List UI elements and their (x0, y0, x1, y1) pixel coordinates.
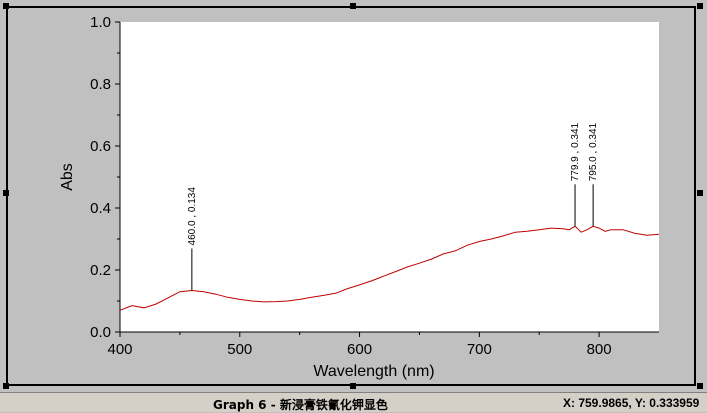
resize-handle-bottom-right[interactable] (697, 383, 703, 389)
y-tick-label: 0.4 (90, 200, 111, 217)
x-tick-label: 800 (587, 341, 612, 358)
y-tick-label: 0.0 (90, 324, 111, 341)
resize-handle-top[interactable] (350, 3, 356, 9)
resize-handle-top-right[interactable] (697, 3, 703, 9)
status-bar: Graph 6 - 新浸膏铁氰化钾显色 X: 759.9865, Y: 0.33… (0, 392, 707, 412)
resize-handle-bottom[interactable] (350, 383, 356, 389)
resize-handle-left[interactable] (3, 190, 9, 196)
peak-label: 795.0 , 0.341 (588, 122, 599, 181)
resize-handle-bottom-left[interactable] (3, 383, 9, 389)
y-tick-label: 0.8 (90, 76, 111, 93)
y-tick-label: 1.0 (90, 14, 111, 31)
cursor-coordinates: X: 759.9865, Y: 0.333959 (563, 396, 700, 410)
peak-markers: 460.0 , 0.134 779.9 , 0.341 795.0 , 0.341 (187, 122, 599, 291)
x-tick-label: 600 (347, 341, 372, 358)
graph-window: 400 500 600 700 800 0.0 0.2 0.4 0.6 0.8 1.0 460.0 … (0, 0, 707, 392)
x-tick-label: 500 (227, 341, 252, 358)
y-axis-label: Abs (59, 163, 76, 191)
plot-area (120, 22, 659, 332)
resize-handle-top-left[interactable] (3, 3, 9, 9)
x-tick-label: 700 (467, 341, 492, 358)
spectrum-chart[interactable]: 400 500 600 700 800 0.0 0.2 0.4 0.6 0.8 1.0 460.0 … (0, 0, 707, 392)
y-tick-label: 0.6 (90, 138, 111, 155)
resize-handle-right[interactable] (697, 190, 703, 196)
x-tick-label: 400 (107, 341, 132, 358)
graph-title: Graph 6 - 新浸膏铁氰化钾显色 (213, 398, 388, 412)
x-axis-label: Wavelength (nm) (313, 363, 434, 380)
peak-label: 460.0 , 0.134 (187, 187, 198, 246)
series-layer (119, 225, 660, 311)
y-tick-label: 0.2 (90, 262, 111, 279)
peak-label: 779.9 , 0.341 (570, 122, 581, 181)
axes: 400 500 600 700 800 0.0 0.2 0.4 0.6 0.8 1.0 (90, 14, 659, 358)
absorbance-line (119, 225, 660, 311)
